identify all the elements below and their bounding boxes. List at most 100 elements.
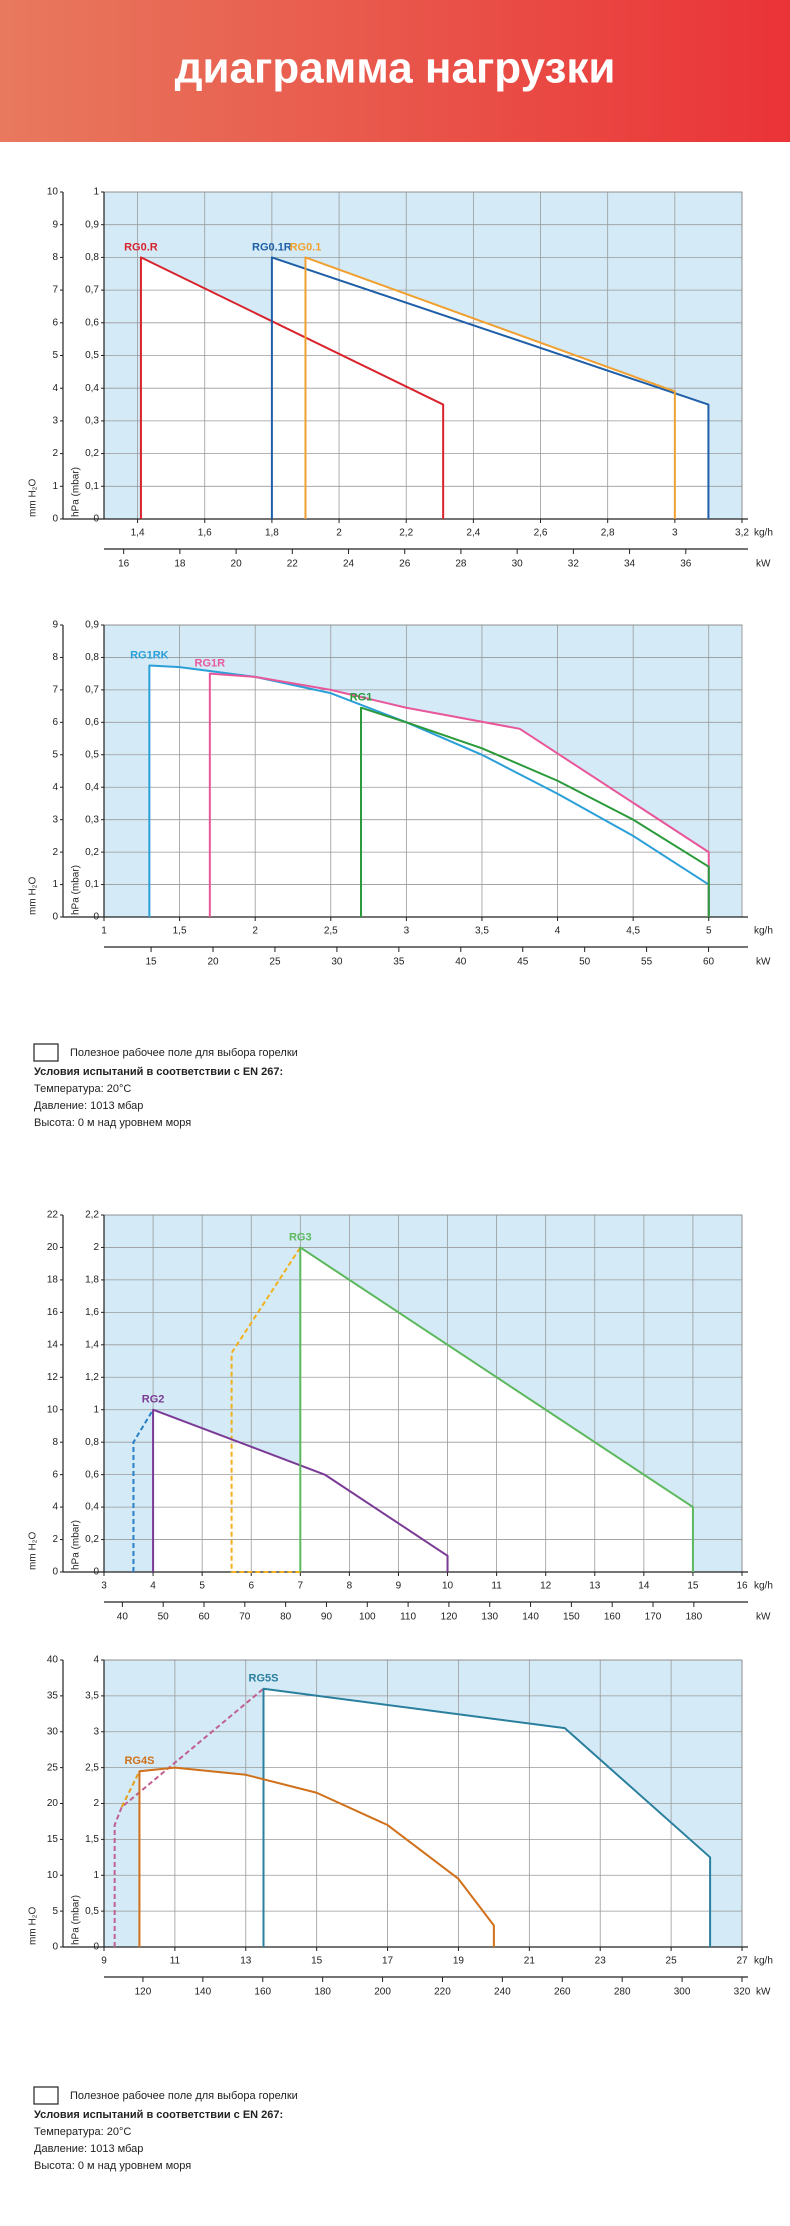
y-tick-label: 1,4 [85, 1339, 99, 1350]
y2-tick-label: 18 [47, 1275, 59, 1286]
condition: Высота: 0 м над уровнем моря [34, 2160, 191, 2172]
x2-tick-label: 20 [231, 559, 243, 570]
y2-tick-label: 7 [52, 685, 58, 696]
x-tick-label: 3,2 [735, 528, 749, 539]
y-tick-label: 4 [93, 1655, 99, 1666]
header-title: диаграмма нагрузки [175, 44, 616, 93]
series-label: RG1RK [130, 649, 169, 661]
x-tick-label: 2 [336, 528, 342, 539]
y-tick-label: 0,2 [85, 1534, 99, 1545]
x2-tick-label: 120 [135, 1987, 152, 1998]
y-tick-label: 0,5 [85, 749, 99, 760]
legend-text: Полезное рабочее поле для выбора горелки [70, 1047, 298, 1059]
y-tick-label: 0,2 [85, 847, 99, 858]
y-tick-label: 1,6 [85, 1307, 99, 1318]
x-tick-label: 21 [524, 1956, 536, 1967]
series-label: RG0.1R [252, 241, 292, 253]
x2-tick-label: 180 [314, 1987, 331, 1998]
y-axis-title: hPa (mbar) [71, 1520, 82, 1570]
y-tick-label: 3 [93, 1726, 99, 1737]
x2-tick-label: 160 [604, 1612, 621, 1623]
series-label: RG3 [289, 1231, 312, 1243]
y2-tick-label: 10 [47, 1404, 59, 1415]
x2-tick-label: 40 [117, 1612, 129, 1623]
x-tick-label: 3 [404, 926, 410, 937]
x-tick-label: 7 [298, 1581, 304, 1592]
x2-tick-label: 60 [703, 957, 715, 968]
x2-tick-label: 90 [321, 1612, 333, 1623]
x-tick-label: 16 [736, 1581, 748, 1592]
header-banner [0, 0, 790, 142]
x2-axis-unit: kW [756, 1987, 771, 1998]
y2-tick-label: 8 [52, 252, 58, 263]
x-tick-label: 9 [396, 1581, 402, 1592]
y2-tick-label: 9 [52, 620, 58, 631]
x-tick-label: 5 [199, 1581, 205, 1592]
legend-text: Полезное рабочее поле для выбора горелки [70, 2090, 298, 2102]
x2-tick-label: 200 [374, 1987, 391, 1998]
chart: 0 0,2 0,4 0,6 0,8 1 1,2 1,4 1,6 1,8 2 2,2 0 2 4 6 8 10 12 1… [28, 1210, 773, 1623]
y2-tick-label: 3 [52, 814, 58, 825]
y2-tick-label: 22 [47, 1210, 59, 1221]
x2-tick-label: 40 [455, 957, 467, 968]
x-tick-label: 2,2 [399, 528, 413, 539]
series-line [230, 1246, 302, 1573]
x-tick-label: 15 [311, 1956, 323, 1967]
y-tick-label: 0 [93, 912, 99, 923]
y2-axis-title: mm H₂O [28, 1531, 39, 1570]
x2-tick-label: 140 [195, 1987, 212, 1998]
x-tick-label: 2,4 [466, 528, 480, 539]
series-label: RG5S [249, 1673, 279, 1685]
y2-tick-label: 35 [47, 1691, 59, 1702]
x-tick-label: 4 [555, 926, 561, 937]
x-tick-label: 2 [252, 926, 258, 937]
y2-tick-label: 0 [52, 912, 58, 923]
x-tick-label: 19 [453, 1956, 465, 1967]
series-label: RG0.R [124, 241, 158, 253]
y2-tick-label: 10 [47, 1870, 59, 1881]
x2-tick-label: 320 [734, 1987, 751, 1998]
x2-tick-label: 110 [400, 1612, 416, 1623]
y2-tick-label: 25 [47, 1762, 59, 1773]
series-label: RG0.1 [290, 241, 322, 253]
series-line [138, 1766, 495, 1947]
y2-tick-label: 1 [52, 879, 58, 890]
x2-tick-label: 50 [579, 957, 591, 968]
y2-tick-label: 16 [47, 1307, 59, 1318]
y2-tick-label: 0 [52, 514, 58, 525]
legend-swatch [33, 1043, 59, 1062]
y-tick-label: 0,3 [85, 814, 99, 825]
y-tick-label: 0,4 [85, 383, 99, 394]
y-axis-title: hPa (mbar) [71, 467, 82, 517]
x2-tick-label: 170 [645, 1612, 662, 1623]
x-tick-label: 13 [240, 1956, 252, 1967]
x-tick-label: 12 [540, 1581, 552, 1592]
y-tick-label: 1,8 [85, 1275, 99, 1286]
series-label: RG4S [124, 1755, 154, 1767]
y2-tick-label: 6 [52, 317, 58, 328]
series-line [299, 1246, 694, 1572]
x-tick-label: 2,5 [324, 926, 338, 937]
condition: Высота: 0 м над уровнем моря [34, 1117, 191, 1129]
x-tick-label: 11 [491, 1581, 502, 1592]
y-tick-label: 0 [93, 514, 99, 525]
y-tick-label: 0,5 [85, 1906, 99, 1917]
series-label: RG1R [195, 658, 226, 670]
x-axis-unit: kg/h [754, 1581, 773, 1592]
x-tick-label: 1,5 [173, 926, 187, 937]
x2-tick-label: 26 [399, 559, 411, 570]
condition: Температура: 20°C [34, 1083, 131, 1095]
conditions-title: Условия испытаний в соответствии с EN 26… [34, 1066, 283, 1078]
x2-tick-label: 25 [269, 957, 281, 968]
y2-tick-label: 20 [47, 1798, 59, 1809]
x-tick-label: 25 [666, 1956, 678, 1967]
y2-tick-label: 4 [52, 383, 58, 394]
x2-tick-label: 22 [287, 559, 299, 570]
y2-tick-label: 15 [47, 1834, 59, 1845]
y-tick-label: 0,6 [85, 317, 99, 328]
x2-tick-label: 24 [343, 559, 355, 570]
x2-tick-label: 28 [455, 559, 467, 570]
x2-tick-label: 34 [624, 559, 636, 570]
